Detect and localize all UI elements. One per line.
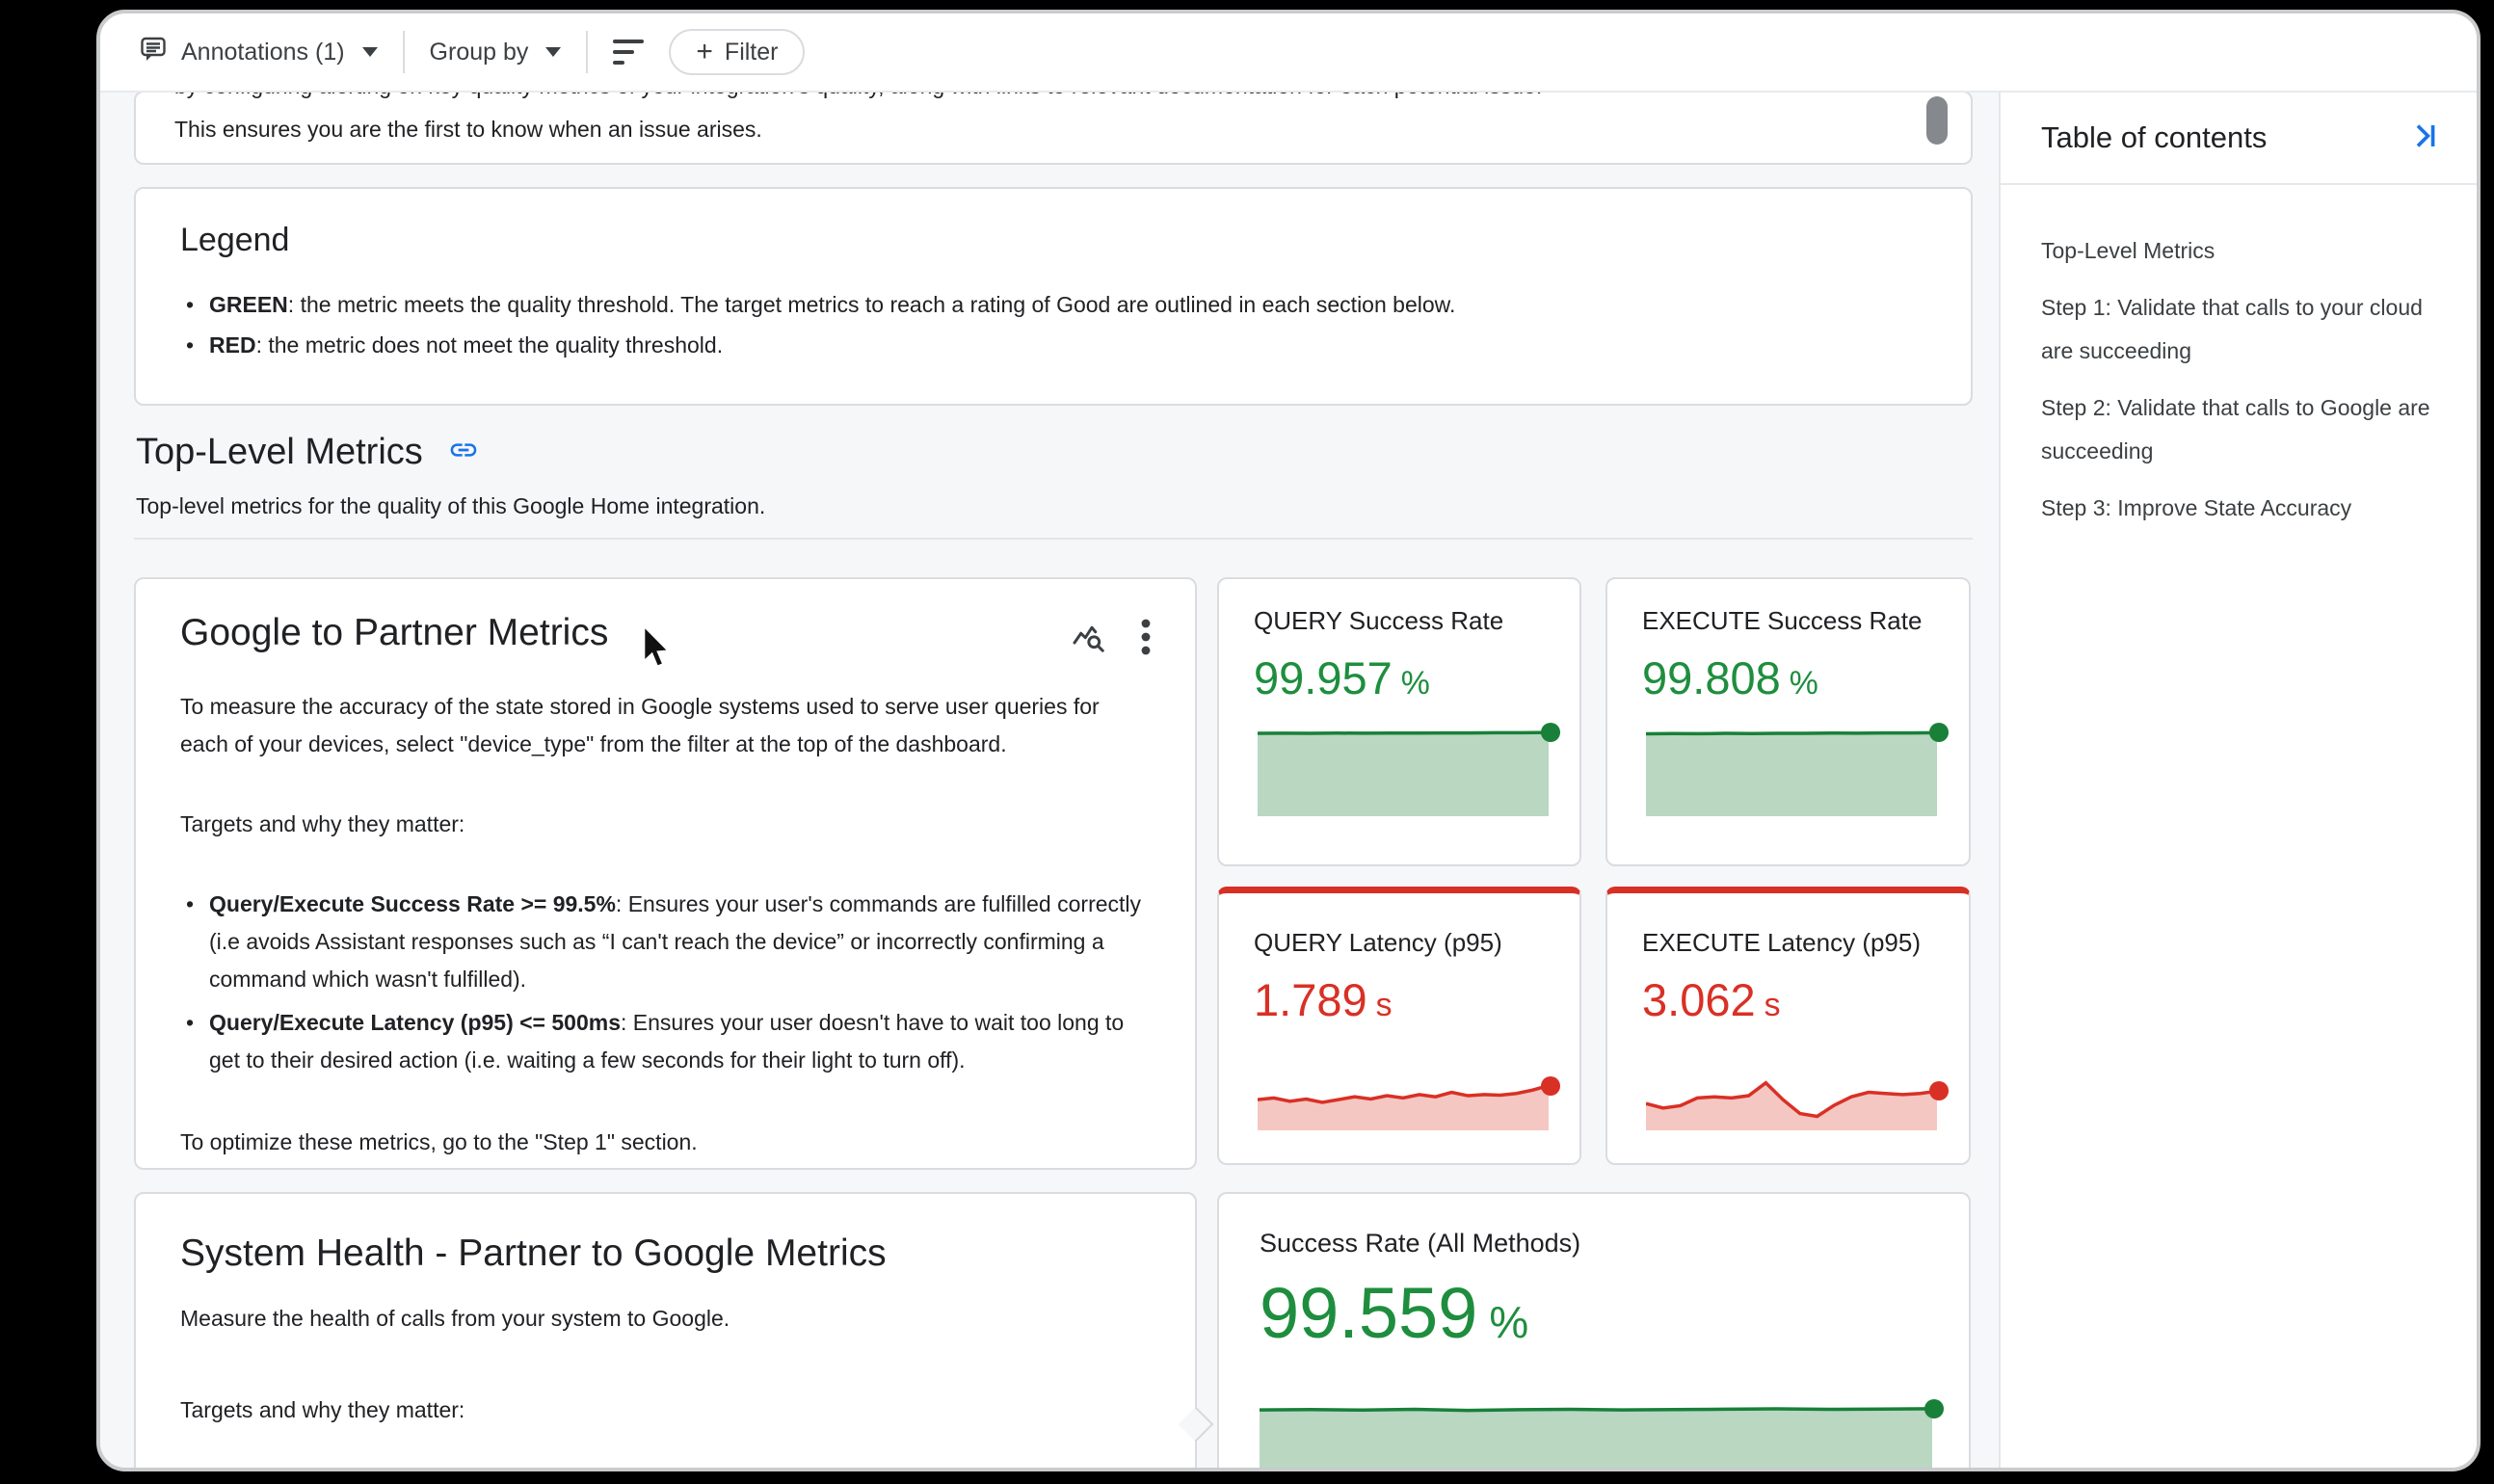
toc-item-step-2[interactable]: Step 2: Validate that calls to Google ar…: [2041, 395, 2430, 464]
add-filter-button[interactable]: + Filter: [669, 29, 806, 75]
sparkline: [1258, 723, 1560, 816]
scorecard-label: EXECUTE Latency (p95): [1642, 928, 1922, 957]
group-by-button[interactable]: Group by: [430, 39, 562, 66]
targets-label: Targets and why they matter:: [180, 1397, 465, 1422]
dashboard-window: Annotations (1) Group by + Filter by: [96, 10, 2481, 1471]
dashboard-toolbar: Annotations (1) Group by + Filter: [100, 13, 2477, 93]
sparkline-end-dot: [1541, 723, 1560, 743]
sparkline: [1646, 723, 1949, 816]
mouse-cursor: [640, 623, 673, 676]
scorecard-label: QUERY Latency (p95): [1254, 928, 1502, 957]
target-bullet: Query/Execute Success Rate >= 99.5%: Ens…: [180, 886, 1151, 998]
toolbar-separator: [402, 31, 405, 73]
chevron-down-icon: [545, 47, 562, 57]
toc-header: Table of contents: [2001, 93, 2477, 185]
dashboard-main-area: by configuring alerting on key quality m…: [100, 93, 1999, 1468]
collapse-right-icon[interactable]: [2409, 120, 2440, 156]
toc-list: Top-Level Metrics Step 1: Validate that …: [2001, 185, 2477, 530]
toc-item-step-3[interactable]: Step 3: Improve State Accuracy: [2041, 495, 2352, 520]
sparkline: [1258, 1074, 1560, 1130]
link-icon[interactable]: [448, 435, 479, 470]
sparkline: [1260, 1398, 1944, 1468]
legend-title: Legend: [180, 222, 290, 258]
card-title: System Health - Partner to Google Metric…: [180, 1232, 887, 1274]
scorecard-value: 3.062 s: [1642, 974, 1781, 1025]
google-to-partner-card: Google to Partner Metrics: [134, 577, 1197, 1170]
group-by-label: Group by: [429, 38, 529, 66]
card-footer-note: To optimize these metrics, go to the "St…: [180, 1129, 698, 1154]
scorecard-value: 1.789 s: [1254, 974, 1393, 1025]
annotations-label: Annotations (1): [181, 38, 345, 66]
scorecard-execute-latency[interactable]: EXECUTE Latency (p95) 3.062 s: [1605, 887, 1971, 1165]
sparkline-end-dot: [1924, 1398, 1944, 1418]
sparkline: [1646, 1074, 1949, 1130]
top-level-metrics-header: Top-Level Metrics: [136, 432, 479, 473]
card-edge-notch: [1178, 1406, 1214, 1443]
add-filter-label: Filter: [724, 38, 779, 66]
query-stats-icon[interactable]: [1072, 620, 1106, 659]
chevron-down-icon: [361, 47, 378, 57]
plus-icon: +: [696, 36, 713, 67]
section-subtitle: Top-level metrics for the quality of thi…: [136, 493, 766, 518]
scorecard-label: EXECUTE Success Rate: [1642, 606, 1923, 635]
three-dot-menu-icon[interactable]: [1141, 618, 1151, 661]
annotations-note-icon: [139, 35, 168, 70]
legend-card: Legend GREEN: the metric meets the quali…: [134, 187, 1973, 406]
scorecard-all-methods-success-rate[interactable]: Success Rate (All Methods) 99.559%: [1217, 1192, 1971, 1468]
targets-label: Targets and why they matter:: [180, 811, 465, 836]
toc-title: Table of contents: [2041, 120, 2268, 154]
alerting-info-card: by configuring alerting on key quality m…: [134, 93, 1973, 165]
section-title: Top-Level Metrics: [136, 432, 423, 472]
card-title: Google to Partner Metrics: [180, 612, 609, 653]
legend-item-green: GREEN: the metric meets the quality thre…: [180, 284, 1926, 325]
toc-item-step-1[interactable]: Step 1: Validate that calls to your clou…: [2041, 295, 2423, 363]
target-bullet: Query/Execute Latency (p95) <= 500ms: En…: [180, 1004, 1151, 1079]
alerting-info-text: This ensures you are the first to know w…: [174, 117, 762, 142]
table-of-contents-panel: Table of contents Top-Level Metrics Step…: [1999, 93, 2477, 1468]
scorecard-query-latency[interactable]: QUERY Latency (p95) 1.789 s: [1217, 887, 1581, 1165]
sparkline-end-dot: [1929, 723, 1949, 743]
system-health-card: System Health - Partner to Google Metric…: [134, 1192, 1214, 1468]
legend-item-red: RED: the metric does not meet the qualit…: [180, 325, 1926, 365]
scorecard-label: Success Rate (All Methods): [1260, 1229, 1581, 1258]
scorecard-label: QUERY Success Rate: [1254, 606, 1504, 635]
sparkline-end-dot: [1541, 1075, 1560, 1096]
sparkline-end-dot: [1929, 1081, 1949, 1101]
section-divider: [134, 538, 1973, 540]
scorecard-value: 99.808%: [1642, 652, 1818, 703]
scorecard-query-success-rate[interactable]: QUERY Success Rate 99.957%: [1217, 577, 1581, 866]
clipped-text-line: by configuring alerting on key quality m…: [174, 93, 1932, 107]
scorecard-value: 99.957%: [1254, 652, 1430, 703]
toc-item-top-level-metrics[interactable]: Top-Level Metrics: [2041, 238, 2215, 263]
annotations-button[interactable]: Annotations (1): [139, 35, 378, 70]
vertical-scrollbar-thumb[interactable]: [1926, 96, 1948, 145]
filter-list-icon[interactable]: [613, 40, 645, 65]
card-paragraph: Measure the health of calls from your sy…: [180, 1306, 730, 1331]
toolbar-separator: [586, 31, 589, 73]
scorecard-execute-success-rate[interactable]: EXECUTE Success Rate 99.808%: [1605, 577, 1971, 866]
scorecard-value: 99.559%: [1260, 1273, 1529, 1353]
card-paragraph: To measure the accuracy of the state sto…: [180, 694, 1100, 756]
